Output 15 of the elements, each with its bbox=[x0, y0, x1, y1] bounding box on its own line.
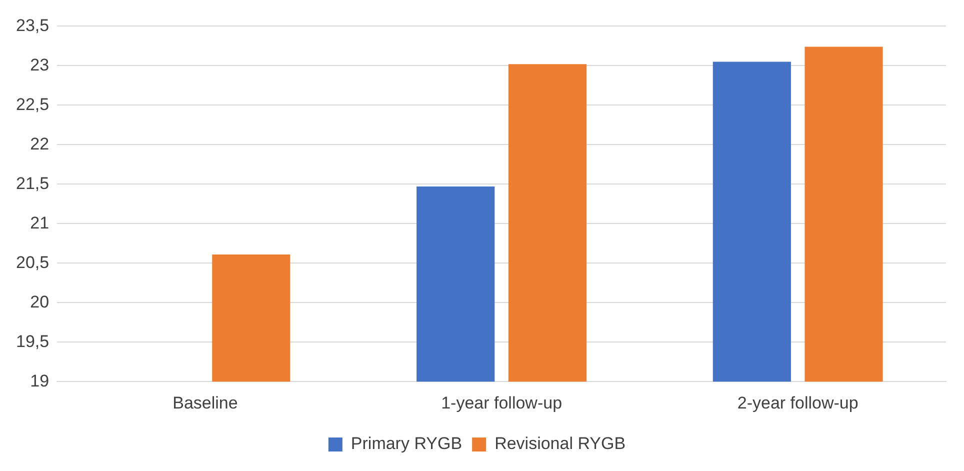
legend-label: Revisional RYGB bbox=[494, 434, 626, 454]
x-tick-label: 2-year follow-up bbox=[737, 393, 858, 412]
y-tick-label: 19,5 bbox=[16, 332, 50, 351]
x-tick-label: 1-year follow-up bbox=[441, 393, 562, 412]
y-tick-label: 20 bbox=[30, 292, 50, 312]
legend-label: Primary RYGB bbox=[350, 434, 462, 454]
y-tick-label: 23,5 bbox=[16, 16, 50, 35]
y-tick-label: 22,5 bbox=[16, 94, 50, 114]
x-tick-label: Baseline bbox=[172, 393, 238, 412]
y-tick-label: 20,5 bbox=[16, 252, 50, 272]
y-tick-label: 21,5 bbox=[16, 174, 50, 193]
y-tick-label: 23 bbox=[30, 55, 50, 74]
y-tick-label: 21 bbox=[30, 213, 50, 232]
y-tick-label: 22 bbox=[30, 134, 50, 154]
y-tick-label: 19 bbox=[30, 371, 50, 390]
